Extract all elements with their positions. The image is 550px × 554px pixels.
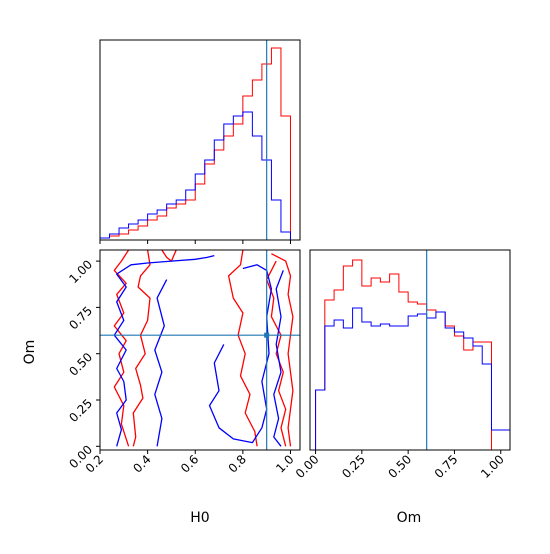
- frame-2d: [99, 249, 301, 451]
- ticklabel-right-Om-3: 0.75: [432, 452, 461, 481]
- ticklabel-2d-Om-4: 1.00: [66, 257, 95, 286]
- xlabel-H0: H0: [190, 510, 209, 526]
- contour-1-3: [208, 264, 273, 444]
- contour-0-5: [271, 253, 294, 447]
- hist-H0-series-1: [99, 111, 300, 241]
- contour-1-0: [113, 254, 215, 382]
- hist-H0-series-0: [99, 47, 300, 241]
- ticklabel-2d-H0-3: 0.8: [226, 452, 249, 475]
- contour-0-3: [227, 249, 258, 447]
- hist-Om-series-1: [315, 307, 511, 450]
- truth-marker: [264, 332, 270, 338]
- ticklabel-2d-H0-2: 0.6: [178, 452, 201, 475]
- hist-Om-series-0: [315, 259, 510, 451]
- contour-0-1: [132, 249, 151, 447]
- ylabel-Om: Om: [22, 340, 38, 365]
- ticklabel-2d-H0-1: 0.4: [130, 452, 153, 475]
- ticklabel-2d-Om-3: 0.75: [66, 304, 95, 333]
- contour-0-2: [161, 249, 177, 262]
- contour-1-1: [116, 381, 127, 447]
- ticklabel-2d-Om-2: 0.50: [66, 350, 95, 379]
- contour-1-4: [273, 270, 284, 447]
- panel-H0-Om-contours: 0.2 0.4 0.6 0.8 1.00.000.250.500.751.00: [66, 249, 301, 476]
- frame-top: [99, 39, 301, 241]
- xlabel-Om: Om: [397, 510, 422, 526]
- ticklabel-right-Om-1: 0.25: [339, 452, 368, 481]
- panel-Om-histogram: 0.00 0.25 0.50 0.75 1.00: [293, 249, 511, 481]
- contour-0-0: [113, 249, 130, 447]
- ticklabel-2d-Om-1: 0.25: [66, 396, 95, 425]
- contour-1-2: [154, 279, 168, 447]
- ticklabel-right-Om-0: 0.00: [293, 452, 322, 481]
- ticklabel-right-Om-4: 1.00: [478, 452, 507, 481]
- ticklabel-right-Om-2: 0.50: [385, 452, 414, 481]
- frame-right: [309, 249, 511, 451]
- panel-H0-histogram: [99, 39, 301, 244]
